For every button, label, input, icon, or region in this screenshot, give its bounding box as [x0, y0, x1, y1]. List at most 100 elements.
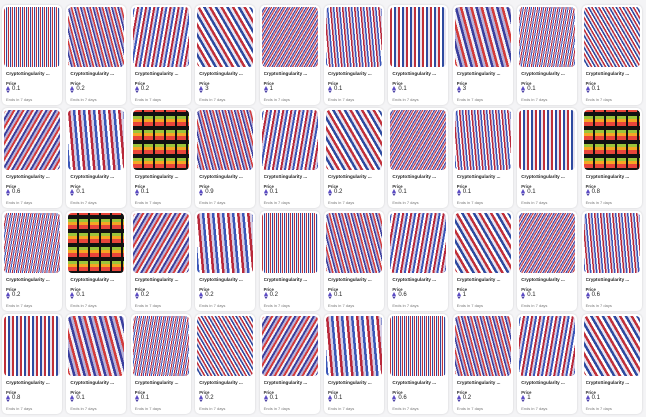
nft-card[interactable]: CryptoSingularity ... Price 0.1 Ends in 7 d… [66, 314, 127, 414]
nft-card[interactable]: CryptoSingularity ... Price 0.1 Ends in 7 d… [324, 5, 384, 105]
nft-card[interactable]: CryptoSingularity ... Price 0.2 Ends in 7 d… [66, 5, 127, 105]
nft-card[interactable]: CryptoSingularity ... Price 0.8 Ends in 7 d… [2, 314, 62, 414]
price-label: Price [328, 287, 339, 292]
price-value: 0.1 [527, 86, 536, 92]
nft-card[interactable]: CryptoSingularity ... Price 0.1 Ends in 7 d… [517, 5, 578, 105]
ends-in: Ends in 7 days [521, 303, 548, 308]
nft-image [390, 7, 447, 67]
nft-card[interactable]: CryptoSingularity ... Price 0.1 Ends in 7 d… [517, 211, 578, 311]
nft-card[interactable]: CryptoSingularity ... Price 0.1 Ends in 7 d… [581, 5, 642, 105]
nft-card[interactable]: CryptoSingularity ... Price 0.6 Ends in 7 d… [388, 211, 449, 311]
nft-card[interactable]: CryptoSingularity ... Price 0.1 Ends in 7 d… [66, 211, 127, 311]
nft-title: CryptoSingularity ... [6, 71, 50, 76]
price-label: Price [6, 81, 17, 86]
nft-card[interactable]: CryptoSingularity ... Price 0.1 Ends in 7 d… [388, 5, 449, 105]
eth-icon [328, 86, 332, 93]
nft-card[interactable]: CryptoSingularity ... Price 0.1 Ends in 7 d… [66, 108, 127, 208]
nft-title: CryptoSingularity ... [456, 380, 501, 385]
nft-card[interactable]: CryptoSingularity ... Price 0.1 Ends in 7 d… [259, 108, 320, 208]
ends-in: Ends in 7 days [521, 97, 548, 102]
nft-card[interactable]: CryptoSingularity ... Price 0.1 Ends in 7 d… [259, 314, 320, 414]
price-label: Price [456, 287, 468, 292]
nft-card[interactable]: CryptoSingularity ... Price 0.6 Ends in 7 d… [2, 108, 62, 208]
nft-card[interactable]: CryptoSingularity ... Price 0.2 Ends in 7 d… [452, 314, 513, 414]
price-label: Price [392, 81, 403, 86]
eth-icon [585, 292, 590, 299]
nft-title: CryptoSingularity ... [328, 277, 372, 282]
ends-in: Ends in 7 days [6, 97, 33, 102]
price-value: 3 [205, 86, 209, 92]
eth-icon [6, 395, 10, 402]
nft-card[interactable]: CryptoSingularity ... Price 0.2 Ends in 7 d… [324, 108, 384, 208]
nft-title: CryptoSingularity ... [199, 277, 243, 282]
nft-card[interactable]: CryptoSingularity ... Price 0.1 Ends in 7 d… [324, 211, 384, 311]
nft-card[interactable]: CryptoSingularity ... Price 0.9 Ends in 7 d… [195, 108, 256, 208]
nft-title: CryptoSingularity ... [70, 277, 115, 282]
eth-icon [456, 395, 461, 402]
nft-card[interactable]: CryptoSingularity ... Price 0.1 Ends in 7 d… [324, 314, 384, 414]
nft-title: CryptoSingularity ... [392, 380, 437, 385]
nft-card[interactable]: CryptoSingularity ... Price 0.1 Ends in 7 d… [517, 108, 578, 208]
nft-card[interactable]: CryptoSingularity ... Price 0.1 Ends in 7 d… [581, 314, 642, 414]
eth-icon [134, 189, 139, 196]
eth-icon [6, 86, 10, 93]
nft-card[interactable]: CryptoSingularity ... Price 0.6 Ends in 7 d… [581, 211, 642, 311]
nft-card[interactable]: CryptoSingularity ... Price 0.2 Ends in 7 d… [195, 211, 256, 311]
eth-icon [392, 395, 397, 402]
nft-image [390, 316, 447, 376]
eth-icon [70, 395, 75, 402]
price-label: Price [199, 390, 210, 395]
nft-card[interactable]: CryptoSingularity ... Price 0.2 Ends in 7 d… [259, 211, 320, 311]
nft-title: CryptoSingularity ... [521, 174, 565, 179]
nft-image [390, 213, 447, 273]
nft-card[interactable]: CryptoSingularity ... Price 0.2 Ends in 7 d… [130, 211, 191, 311]
nft-card[interactable]: CryptoSingularity ... Price 0.1 Ends in 7 d… [452, 108, 513, 208]
ends-in: Ends in 7 days [456, 406, 484, 411]
nft-image [326, 316, 382, 376]
nft-image [261, 316, 318, 376]
nft-title: CryptoSingularity ... [134, 71, 179, 76]
nft-image [132, 7, 189, 67]
price-label: Price [263, 184, 274, 189]
nft-card[interactable]: CryptoSingularity ... Price 1 Ends in 7 day… [259, 5, 320, 105]
nft-image [583, 110, 640, 170]
ends-in: Ends in 7 days [134, 303, 162, 308]
price-label: Price [392, 287, 403, 292]
price-label: Price [70, 390, 81, 395]
nft-title: CryptoSingularity ... [263, 380, 308, 385]
ends-in: Ends in 7 days [392, 200, 419, 205]
ends-in: Ends in 7 days [263, 97, 290, 102]
nft-card[interactable]: CryptoSingularity ... Price 0.2 Ends in 7 d… [2, 211, 62, 311]
nft-card[interactable]: CryptoSingularity ... Price 0.1 Ends in 7 d… [2, 5, 62, 105]
price-label: Price [263, 81, 274, 86]
nft-card[interactable]: CryptoSingularity ... Price 1 Ends in 7 day… [517, 314, 578, 414]
nft-card[interactable]: CryptoSingularity ... Price 0.2 Ends in 7 d… [130, 5, 191, 105]
nft-card[interactable]: CryptoSingularity ... Price 0.1 Ends in 7 d… [130, 314, 191, 414]
nft-card[interactable]: CryptoSingularity ... Price 0.8 Ends in 7 d… [581, 108, 642, 208]
eth-icon [199, 86, 204, 93]
price-value: 0.9 [205, 189, 214, 195]
nft-card[interactable]: CryptoSingularity ... Price 3 Ends in 7 day… [195, 5, 256, 105]
ends-in: Ends in 7 days [328, 200, 355, 205]
eth-icon [392, 292, 397, 299]
nft-image [390, 110, 447, 170]
price-value: 0.1 [334, 86, 343, 92]
nft-card[interactable]: CryptoSingularity ... Price 0.1 Ends in 7 d… [388, 108, 449, 208]
eth-icon [521, 395, 526, 402]
nft-title: CryptoSingularity ... [134, 380, 179, 385]
price-value: 0.1 [76, 395, 85, 401]
nft-card[interactable]: CryptoSingularity ... Price 1 Ends in 7 day… [452, 211, 513, 311]
price-value: 0.1 [76, 292, 85, 298]
price-value: 3 [462, 86, 467, 92]
nft-card[interactable]: CryptoSingularity ... Price 3 Ends in 7 day… [452, 5, 513, 105]
price-label: Price [521, 390, 532, 395]
nft-card[interactable]: CryptoSingularity ... Price 0.2 Ends in 7 d… [195, 314, 256, 414]
price-label: Price [199, 81, 210, 86]
nft-image [519, 316, 576, 376]
nft-card[interactable]: CryptoSingularity ... Price 0.1 Ends in 7 d… [130, 108, 191, 208]
price-label: Price [328, 184, 339, 189]
price-value: 1 [527, 395, 531, 401]
nft-card[interactable]: CryptoSingularity ... Price 0.6 Ends in 7 d… [388, 314, 449, 414]
ends-in: Ends in 7 days [328, 97, 355, 102]
price-value: 0.2 [140, 86, 150, 92]
